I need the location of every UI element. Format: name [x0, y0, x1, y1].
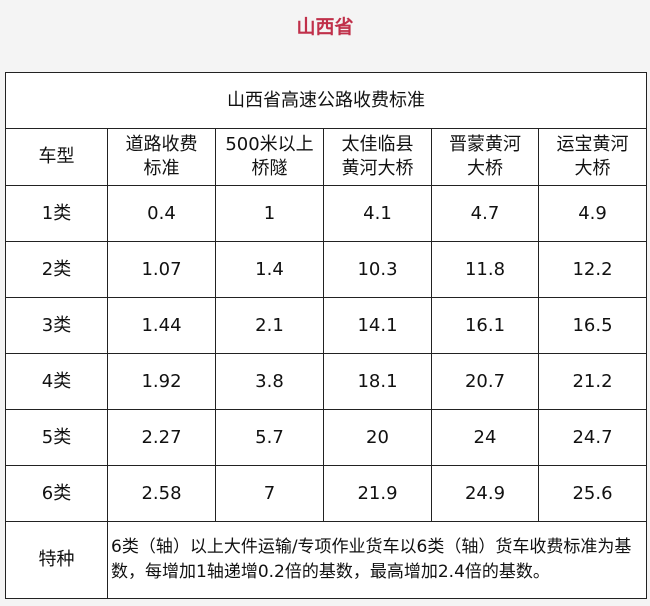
column-header: 运宝黄河 大桥: [537, 128, 648, 186]
fee-cell: 24.9: [431, 465, 539, 522]
fee-cell: 12.2: [537, 241, 648, 298]
column-header: 晋蒙黄河 大桥: [431, 128, 539, 186]
fee-cell: 5.7: [215, 409, 324, 466]
fee-cell: 16.5: [537, 297, 648, 354]
fee-cell: 14.1: [323, 297, 432, 354]
vehicle-class-cell: 6类: [5, 465, 108, 522]
column-header-line: 标准: [143, 158, 180, 179]
table-row: 4类 1.92 3.8 18.1 20.7 21.2: [5, 353, 648, 410]
vehicle-class-cell: 4类: [5, 353, 108, 410]
fee-cell: 7: [215, 465, 324, 522]
column-header-line: 道路收费: [125, 134, 198, 155]
fee-cell: 21.9: [323, 465, 432, 522]
table-row: 5类 2.27 5.7 20 24 24.7: [5, 409, 648, 466]
toll-table: 山西省高速公路收费标准 车型 道路收费 标准 500米以上 桥隧 太佳临县 黄河大桥 晋蒙黄河…: [4, 72, 648, 599]
column-header-line: 运宝黄河: [556, 134, 629, 155]
fee-cell: 1.07: [107, 241, 216, 298]
table-caption: 山西省高速公路收费标准: [4, 72, 648, 129]
column-header-line: 大桥: [574, 158, 611, 179]
fee-cell: 1: [215, 185, 324, 242]
special-row: 特种 6类（轴）以上大件运输/专项作业货车以6类（轴）货车收费标准为基数，每增加…: [5, 521, 648, 599]
column-header-line: 太佳临县: [341, 134, 414, 155]
table-row: 6类 2.58 7 21.9 24.9 25.6: [5, 465, 648, 522]
column-header: 太佳临县 黄河大桥: [323, 128, 432, 186]
column-header-line: 车型: [38, 146, 75, 167]
column-header: 500米以上 桥隧: [215, 128, 324, 186]
fee-cell: 1.4: [215, 241, 324, 298]
fee-cell: 0.4: [107, 185, 216, 242]
fee-cell: 24: [431, 409, 539, 466]
fee-cell: 10.3: [323, 241, 432, 298]
fee-cell: 21.2: [537, 353, 648, 410]
fee-cell: 1.92: [107, 353, 216, 410]
column-header-line: 晋蒙黄河: [449, 134, 521, 155]
column-header: 道路收费 标准: [107, 128, 216, 186]
column-header-line: 黄河大桥: [341, 158, 414, 179]
vehicle-class-cell: 2类: [5, 241, 108, 298]
column-header-line: 大桥: [467, 158, 503, 179]
fee-cell: 1.44: [107, 297, 216, 354]
column-header: 车型: [5, 128, 108, 186]
fee-cell: 24.7: [537, 409, 648, 466]
fee-cell: 25.6: [537, 465, 648, 522]
fee-cell: 16.1: [431, 297, 539, 354]
fee-cell: 4.1: [323, 185, 432, 242]
fee-cell: 20: [323, 409, 432, 466]
fee-cell: 2.1: [215, 297, 324, 354]
header-row: 车型 道路收费 标准 500米以上 桥隧 太佳临县 黄河大桥 晋蒙黄河 大桥 运宝黄河 大桥: [5, 128, 648, 186]
fee-cell: 4.9: [537, 185, 648, 242]
table-row: 1类 0.4 1 4.1 4.7 4.9: [5, 185, 648, 242]
table-row: 3类 1.44 2.1 14.1 16.1 16.5: [5, 297, 648, 354]
vehicle-class-cell: 5类: [5, 409, 108, 466]
special-label: 特种: [5, 521, 108, 599]
vehicle-class-cell: 1类: [5, 185, 108, 242]
column-header-line: 500米以上: [225, 134, 314, 155]
column-header-line: 桥隧: [251, 158, 288, 179]
fee-cell: 4.7: [431, 185, 539, 242]
page-title: 山西省: [296, 16, 354, 38]
fee-cell: 18.1: [323, 353, 432, 410]
table-row: 2类 1.07 1.4 10.3 11.8 12.2: [5, 241, 648, 298]
fee-cell: 2.27: [107, 409, 216, 466]
fee-cell: 11.8: [431, 241, 539, 298]
special-note: 6类（轴）以上大件运输/专项作业货车以6类（轴）货车收费标准为基数，每增加1轴递…: [106, 521, 648, 599]
fee-cell: 3.8: [215, 353, 324, 410]
fee-cell: 2.58: [107, 465, 216, 522]
fee-cell: 20.7: [431, 353, 539, 410]
vehicle-class-cell: 3类: [5, 297, 108, 354]
